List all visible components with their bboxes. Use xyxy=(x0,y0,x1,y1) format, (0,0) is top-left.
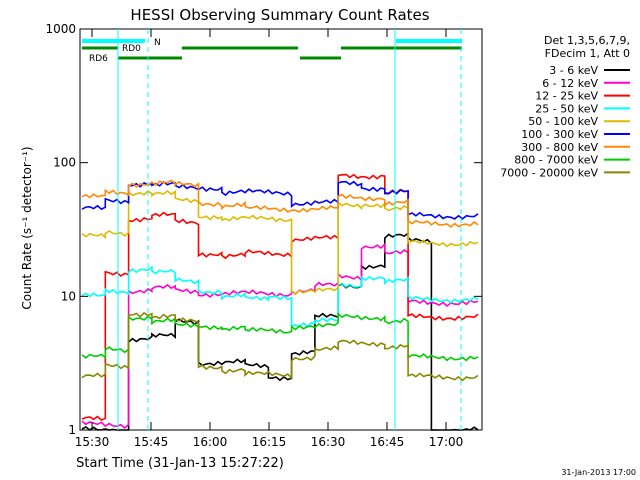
attenuator-label-rd0: RD0 xyxy=(122,44,141,54)
y-tick-label-3: 1000 xyxy=(45,22,76,36)
x-tick-label-5: 16:45 xyxy=(370,435,405,449)
attenuator-label-n: N xyxy=(154,38,161,48)
series-line-8 xyxy=(81,311,479,382)
legend-label-1: 6 - 12 keV xyxy=(542,77,598,90)
legend-label-7: 800 - 7000 keV xyxy=(514,154,598,167)
legend-label-0: 3 - 6 keV xyxy=(549,64,598,77)
x-axis-label: Start Time (31-Jan-13 15:27:22) xyxy=(76,456,284,471)
y-tick-label-0: 1 xyxy=(68,423,76,437)
y-tick-label-1: 10 xyxy=(61,289,76,303)
x-tick-label-4: 16:30 xyxy=(311,435,346,449)
x-tick-label-6: 17:00 xyxy=(429,435,464,449)
y-axis-label: Count Rate (s⁻¹ detector⁻¹) xyxy=(20,146,34,309)
legend-label-4: 50 - 100 keV xyxy=(528,115,598,128)
x-tick-label-3: 16:15 xyxy=(252,435,287,449)
legend-label-5: 100 - 300 keV xyxy=(521,128,598,141)
y-tick-label-2: 100 xyxy=(53,156,76,170)
footer-date: 31-Jan-2013 17:00 xyxy=(561,468,636,477)
series-line-7 xyxy=(81,311,479,362)
series-line-6 xyxy=(81,179,479,229)
series-layer xyxy=(81,173,479,432)
x-tick-label-2: 16:00 xyxy=(193,435,228,449)
attenuator-bars: RD0 RD6 N xyxy=(82,29,462,430)
info-line-2: FDecim 1, Att 0 xyxy=(545,47,630,60)
attenuator-label-rd6: RD6 xyxy=(89,54,108,64)
plot-area: RD0 RD6 N 1 10 100 1000 15:30 15:45 16:00 16:15… xyxy=(45,22,483,449)
legend: Det 1,3,5,6,7,9, FDecim 1, Att 0 3 - 6 k… xyxy=(500,34,630,179)
legend-label-6: 300 - 800 keV xyxy=(521,141,598,154)
chart-title: HESSI Observing Summary Count Rates xyxy=(130,6,429,24)
series-line-3 xyxy=(81,265,479,328)
legend-label-8: 7000 - 20000 keV xyxy=(500,166,598,179)
legend-label-3: 25 - 50 keV xyxy=(535,102,598,115)
x-tick-label-0: 15:30 xyxy=(75,435,110,449)
x-tick-label-1: 15:45 xyxy=(134,435,169,449)
legend-label-2: 12 - 25 keV xyxy=(535,90,598,103)
info-line-1: Det 1,3,5,6,7,9, xyxy=(544,34,630,47)
axes: 1 10 100 1000 15:30 15:45 16:00 16:15 16:30 16:45… xyxy=(45,22,482,449)
plot-frame xyxy=(79,28,483,431)
